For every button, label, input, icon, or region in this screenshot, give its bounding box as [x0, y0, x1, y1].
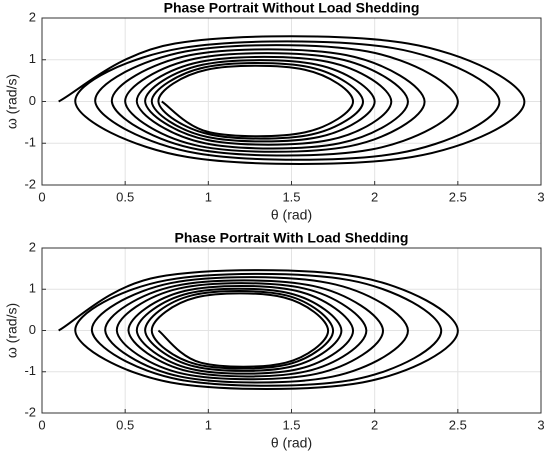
trajectory	[58, 35, 526, 165]
x-tick-label: 1	[205, 417, 212, 432]
x-tick-label: 1.5	[282, 417, 300, 432]
x-tick-label: 0.5	[116, 189, 134, 204]
x-tick-label: 3	[537, 189, 544, 204]
y-tick-label: -1	[24, 363, 36, 378]
y-tick-label: 2	[29, 9, 36, 24]
x-tick-label: 2	[371, 417, 378, 432]
chart-title: Phase Portrait Without Load Shedding	[164, 0, 420, 16]
x-axis-label: θ (rad)	[271, 207, 312, 223]
x-tick-label: 1	[205, 189, 212, 204]
x-axis-label: θ (rad)	[271, 435, 312, 451]
y-tick-label: 2	[29, 239, 36, 254]
y-axis-label: ω (rad/s)	[4, 303, 20, 358]
x-tick-label: 0	[38, 189, 45, 204]
chart-title: Phase Portrait With Load Shedding	[174, 230, 408, 246]
axes-box	[41, 17, 542, 186]
x-tick-label: 2.5	[449, 417, 467, 432]
x-tick-label: 0	[38, 417, 45, 432]
y-tick-label: -1	[24, 135, 36, 150]
x-tick-label: 2.5	[449, 189, 467, 204]
x-tick-label: 0.5	[116, 417, 134, 432]
y-tick-label: 1	[29, 51, 36, 66]
x-tick-label: 3	[537, 417, 544, 432]
y-tick-label: 0	[29, 322, 36, 337]
y-tick-label: 1	[29, 281, 36, 296]
y-tick-label: -2	[24, 176, 36, 191]
y-tick-label: 0	[29, 93, 36, 108]
y-axis-label: ω (rad/s)	[4, 74, 20, 129]
trajectory	[58, 269, 459, 390]
x-tick-label: 1.5	[282, 189, 300, 204]
axes-box	[41, 247, 542, 414]
x-tick-label: 2	[371, 189, 378, 204]
y-tick-label: -2	[24, 404, 36, 419]
